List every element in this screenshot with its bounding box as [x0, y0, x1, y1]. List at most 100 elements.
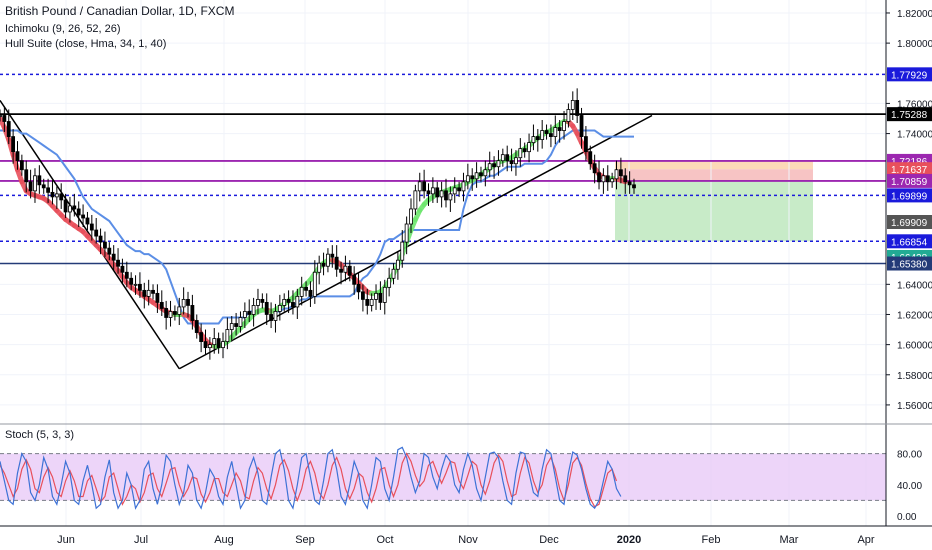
candle-body: [557, 127, 562, 131]
candle-body: [295, 295, 300, 308]
ichimoku-legend[interactable]: Ichimoku (9, 26, 52, 26): [5, 23, 121, 35]
candle-body: [186, 298, 190, 306]
candle-body: [544, 130, 549, 134]
candle-body: [103, 241, 107, 249]
candle-body: [452, 187, 457, 195]
price-tag-bg: [887, 162, 932, 177]
candle-body: [361, 291, 365, 300]
price-tag-label: 1.75288: [891, 110, 928, 121]
candle-body: [597, 172, 601, 183]
position-zones: [615, 160, 813, 242]
price-tag-label: 1.71637: [891, 165, 928, 176]
stoch-legend[interactable]: Stoch (5, 3, 3): [5, 429, 75, 441]
hull-legend[interactable]: Hull Suite (close, Hma, 34, 1, 40): [5, 38, 167, 50]
candle-body: [601, 175, 606, 183]
candle-body: [422, 181, 427, 192]
candle-body: [164, 308, 169, 318]
symbol-title[interactable]: British Pound / Canadian Dollar, 1D, FXC…: [5, 4, 235, 18]
candle-body: [623, 175, 628, 183]
price-tag-label: 1.69909: [891, 218, 928, 229]
candle-body: [579, 115, 584, 137]
candle-body: [0, 115, 2, 117]
horizontal-levels: [0, 73, 886, 265]
candle-body: [509, 160, 514, 165]
candle-body: [409, 208, 413, 225]
candle-body: [483, 169, 488, 177]
candle-body: [299, 286, 304, 297]
candle-body: [247, 311, 252, 315]
candle-body: [33, 175, 37, 192]
y-tick-label: 1.74000: [897, 130, 932, 141]
x-tick-label: Sep: [295, 534, 315, 546]
candle-body: [505, 154, 510, 162]
candle-body: [291, 302, 295, 308]
stop-zone: [615, 169, 813, 181]
candle-body: [277, 305, 282, 312]
y-tick-label: 1.56000: [897, 401, 932, 412]
candle-body: [168, 311, 173, 318]
candle-body: [479, 172, 483, 177]
candle-body: [159, 302, 164, 309]
candle-body: [500, 154, 505, 162]
candle-body: [588, 151, 593, 165]
candle-body: [2, 115, 7, 122]
candle-body: [85, 217, 90, 225]
candle-body: [312, 271, 317, 297]
candle-body: [549, 133, 553, 137]
trendlines: [0, 99, 653, 370]
candle-body: [76, 208, 81, 216]
y-tick-label: 1.82000: [897, 9, 932, 20]
price-tag-bg: [887, 173, 932, 188]
stoch-k-line: [0, 446, 622, 510]
stoch-y-label: 40.00: [897, 481, 922, 492]
candle-body: [212, 338, 217, 346]
candle-body: [317, 262, 322, 273]
candle-body: [264, 302, 269, 315]
x-tick-label: 2020: [617, 534, 641, 546]
candle-body: [172, 311, 177, 315]
candle-body: [369, 298, 374, 306]
stoch-y-label: 80.00: [897, 450, 922, 461]
candle-body: [59, 193, 64, 201]
price-tag-bg: [887, 188, 932, 203]
price-tag-bg: [887, 215, 932, 229]
candle-body: [339, 268, 343, 273]
stoch-lines: [0, 446, 622, 510]
candle-body: [492, 163, 496, 168]
hull-segment: [10, 152, 20, 173]
candle-body: [387, 277, 392, 288]
baseline-path: [0, 129, 634, 325]
x-tick-label: Jul: [134, 534, 148, 546]
candle-body: [417, 181, 422, 192]
y-tick-label: 1.64000: [897, 280, 932, 291]
candles: [0, 88, 636, 360]
candle-body: [391, 268, 396, 279]
candle-body: [124, 271, 129, 279]
candle-body: [50, 191, 55, 198]
candle-body: [273, 311, 278, 321]
candle-body: [282, 298, 287, 306]
x-tick-label: Jun: [57, 534, 75, 546]
candle-body: [89, 223, 94, 231]
candle-body: [614, 169, 619, 180]
candle-body: [286, 298, 291, 303]
candle-body: [413, 190, 418, 210]
x-tick-label: Mar: [780, 534, 799, 546]
candle-body: [203, 341, 208, 349]
candle-body: [304, 286, 308, 291]
grid: [0, 0, 886, 526]
candle-body: [155, 292, 160, 303]
y-tick-label: 1.62000: [897, 310, 932, 321]
price-tag-label: 1.69899: [891, 191, 928, 202]
uptrend-line: [178, 114, 653, 370]
price-tag-label: 1.65380: [891, 260, 928, 271]
candle-body: [435, 187, 440, 198]
candle-body: [24, 169, 29, 183]
candle-body: [395, 259, 400, 270]
candle-body: [430, 187, 435, 195]
candle-body: [229, 323, 234, 330]
candle-body: [181, 298, 186, 308]
candle-body: [566, 109, 571, 122]
